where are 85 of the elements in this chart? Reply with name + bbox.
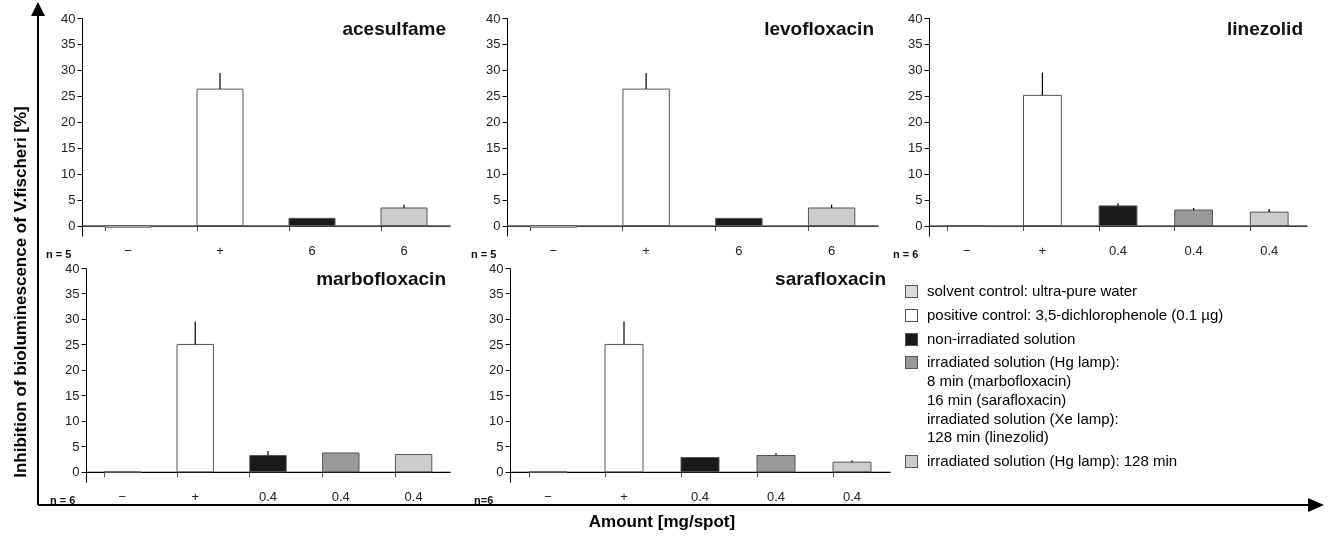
y-tick-label: 0	[496, 464, 504, 480]
y-axis-title: Inhibition of bioluminescence of V.fischeri [%]	[11, 106, 31, 478]
x-tick-label: 0.4	[766, 489, 786, 505]
y-tick-label: 0	[68, 218, 76, 234]
text: n = 5	[471, 248, 497, 260]
x-tick-label: 0.4	[1184, 243, 1203, 259]
x-tick-label: 0.4	[331, 489, 350, 505]
y-tick-label: 5	[493, 192, 501, 208]
y-tick-label: 5	[72, 438, 80, 454]
x-tick-label: +	[642, 243, 650, 259]
y-tick-label: 25	[908, 88, 923, 104]
y-tick-label: 15	[486, 140, 501, 156]
y-tick-label: 15	[489, 387, 504, 403]
y-tick-label: 30	[489, 311, 504, 327]
chart-title: marbofloxacin	[316, 268, 446, 289]
y-tick-label: 15	[908, 140, 923, 156]
y-tick-label: 25	[65, 336, 80, 352]
category-label: non-irradiated solution	[927, 329, 1076, 349]
x-axis-title: Amount [mg/spot]	[588, 512, 736, 532]
x-tick-label: +	[1038, 243, 1047, 259]
y-tick-label: 20	[489, 362, 504, 378]
y-tick-label: 25	[489, 336, 504, 352]
x-tick-label: −	[124, 243, 132, 259]
y-tick-label: 5	[68, 192, 76, 208]
y-tick-label: 40	[486, 10, 501, 26]
y-tick-label: 35	[61, 36, 76, 52]
y-tick-label: 30	[61, 62, 76, 78]
x-tick-label: 6	[735, 243, 743, 259]
text: n=6	[474, 494, 494, 506]
y-tick-label: 35	[489, 285, 504, 301]
x-tick-label: −	[549, 243, 558, 259]
x-tick-label: 0.4	[1260, 243, 1279, 259]
x-tick-label: 0.4	[690, 489, 710, 505]
y-tick-label: 0	[493, 218, 501, 234]
y-tick-label: 20	[486, 114, 501, 130]
x-tick-label: +	[191, 489, 199, 505]
text: n = 6	[50, 494, 76, 506]
y-tick-label: 15	[61, 140, 76, 156]
y-tick-label: 20	[908, 114, 923, 130]
y-tick-label: 35	[908, 36, 923, 52]
y-tick-label: 15	[65, 387, 80, 403]
x-tick-label: +	[216, 243, 224, 259]
y-tick-label: 25	[61, 88, 76, 104]
text: n = 6	[893, 248, 919, 260]
x-tick-label: 6	[400, 243, 408, 259]
x-tick-label: 0.4	[842, 489, 862, 505]
y-tick-label: 20	[61, 114, 76, 130]
chart-title: linezolid	[1227, 18, 1303, 39]
category-label: solvent control: ultra-pure water	[927, 282, 1138, 301]
y-tick-label: 30	[486, 62, 501, 78]
x-tick-label: −	[118, 489, 127, 505]
y-tick-label: 0	[72, 464, 80, 480]
y-tick-label: 20	[65, 362, 80, 378]
text: n = 5	[46, 248, 72, 260]
y-tick-label: 40	[61, 10, 76, 26]
y-tick-label: 35	[486, 36, 501, 52]
x-tick-label: 0.4	[404, 489, 423, 505]
x-tick-label: +	[620, 489, 628, 505]
chart-title: acesulfame	[342, 18, 446, 39]
y-tick-label: 5	[915, 192, 923, 208]
y-tick-label: 10	[908, 166, 923, 182]
y-tick-label: 30	[65, 311, 80, 327]
chart-title: sarafloxacin	[775, 268, 886, 289]
category-label: irradiated solution (Hg lamp): 8 min (marbofloxacin) 16 min (sarafloxacin) irradiated solution (Xe lamp): 128 min (linezolid)	[927, 353, 1120, 447]
x-tick-label: 0.4	[1108, 243, 1128, 259]
y-tick-label: 35	[65, 285, 80, 301]
y-tick-label: 10	[489, 413, 504, 429]
y-tick-label: 30	[908, 62, 923, 78]
y-tick-label: 40	[908, 10, 923, 26]
chart-title: levofloxacin	[764, 18, 874, 39]
x-tick-label: 6	[308, 243, 316, 259]
x-tick-label: −	[544, 489, 552, 505]
y-tick-label: 40	[489, 260, 504, 276]
category-label: irradiated solution (Hg lamp): 128 min	[927, 452, 1178, 471]
y-tick-label: 10	[486, 166, 501, 182]
x-tick-label: −	[963, 243, 971, 259]
x-tick-label: 0.4	[258, 489, 278, 505]
category-label: positive control: 3,5-dichlorophenole (0.1 µg)	[927, 305, 1224, 325]
x-tick-label: 6	[828, 243, 836, 259]
y-tick-label: 0	[915, 218, 923, 234]
y-tick-label: 5	[496, 438, 504, 454]
y-tick-label: 40	[65, 260, 80, 276]
y-tick-label: 10	[61, 166, 76, 182]
y-tick-label: 10	[65, 413, 80, 429]
y-tick-label: 25	[486, 88, 501, 104]
